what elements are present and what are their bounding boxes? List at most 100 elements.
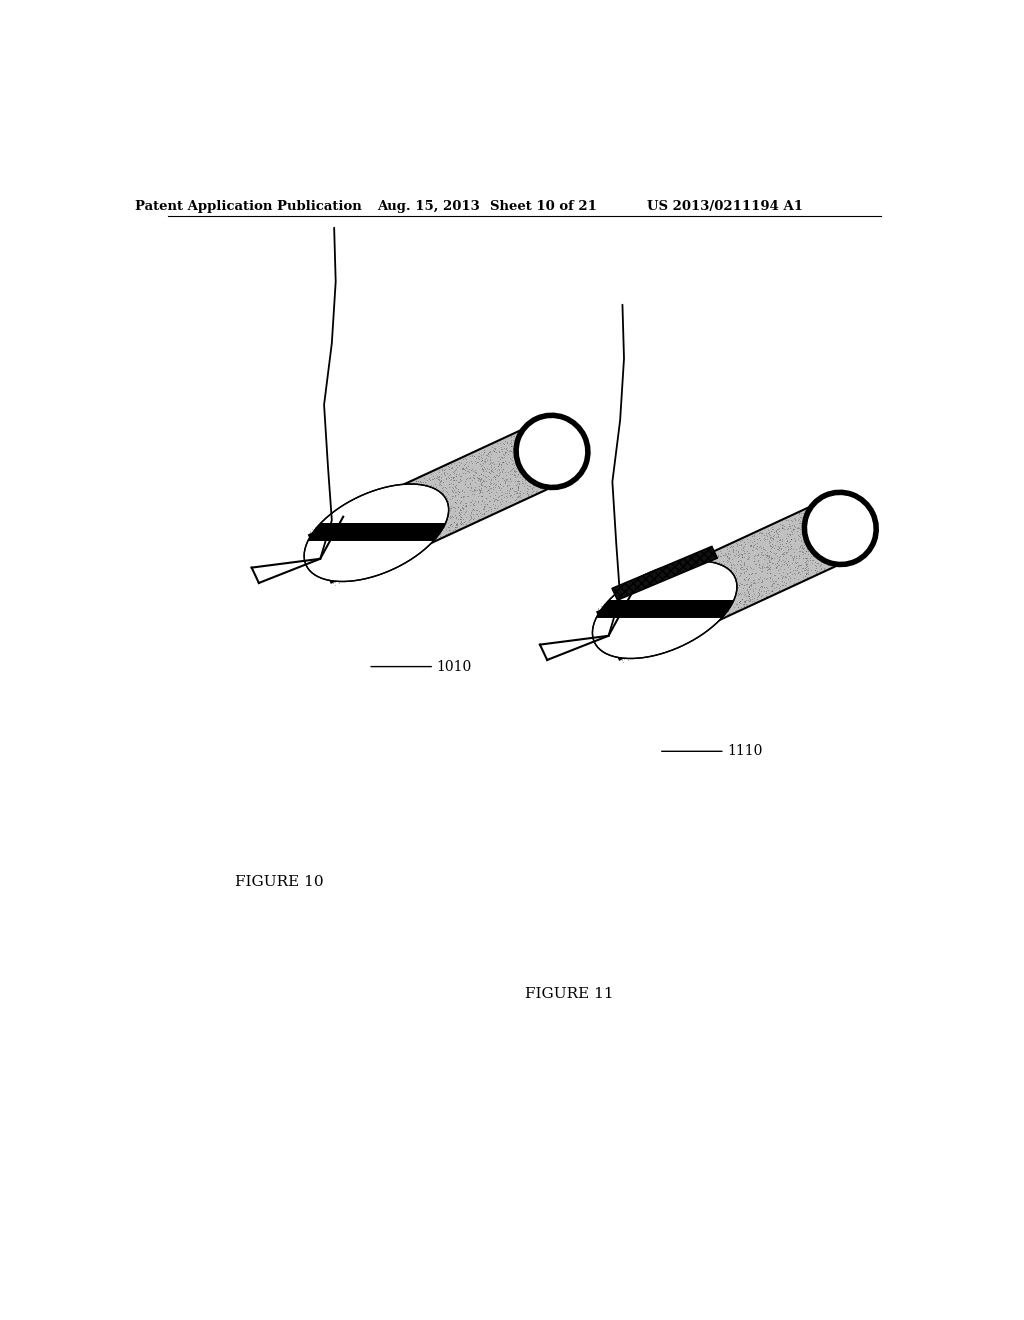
Point [451,496,467,517]
Point [493,437,509,458]
Point [714,581,730,602]
Point [374,516,390,537]
Point [753,561,769,582]
Point [696,546,713,568]
Point [481,475,498,496]
Point [615,620,632,642]
Point [340,543,356,564]
Point [817,546,834,568]
Point [754,570,770,591]
Point [772,513,788,535]
Point [838,546,854,568]
Point [686,603,702,624]
Point [679,569,695,590]
Point [506,462,522,483]
Point [716,573,732,594]
Point [457,474,473,495]
Point [713,562,729,583]
Point [594,605,610,626]
Point [455,508,471,529]
Point [408,523,424,544]
Point [398,512,415,533]
Point [481,478,498,499]
Point [431,524,447,545]
Point [593,603,609,624]
Point [658,630,675,651]
Point [651,568,668,589]
Point [632,586,648,607]
Point [705,577,721,598]
Point [362,540,379,561]
Point [685,597,701,618]
Point [486,488,503,510]
Point [801,528,817,549]
Point [770,517,786,539]
Point [641,577,657,598]
Point [674,607,690,628]
Point [618,595,635,616]
Point [489,470,506,491]
Point [833,546,849,568]
Point [677,558,693,579]
Point [514,463,530,484]
Point [760,523,776,544]
Point [524,434,541,455]
Point [394,490,411,511]
Point [328,513,344,535]
Point [659,612,676,634]
Point [466,479,482,500]
Point [781,570,798,591]
Point [356,535,373,556]
Point [607,618,624,639]
Point [476,451,493,473]
Point [637,624,653,645]
Point [406,479,422,500]
Point [327,544,343,565]
Point [715,581,731,602]
Point [391,490,408,511]
Point [827,541,844,562]
Point [442,458,459,479]
Point [728,560,744,581]
Point [729,597,745,618]
Point [650,585,667,606]
Point [672,598,688,619]
Point [757,529,773,550]
Point [603,616,620,638]
Point [766,537,782,558]
Point [733,546,750,568]
Point [751,583,767,605]
Point [694,564,711,585]
Point [354,498,371,519]
Point [664,586,680,607]
Point [628,624,644,645]
Point [820,549,837,570]
Point [825,543,842,564]
Point [438,519,455,540]
Point [439,491,456,512]
Point [655,573,672,594]
Point [473,506,489,527]
Point [824,525,841,546]
Point [339,546,355,568]
Point [812,556,828,577]
Point [620,622,636,643]
Point [465,498,481,519]
Point [403,519,420,540]
Point [400,491,417,512]
Point [510,490,526,511]
Point [473,494,489,515]
Point [607,591,624,612]
Point [623,594,639,615]
Point [795,548,811,569]
Point [803,540,819,561]
Point [422,470,438,491]
Point [506,455,522,477]
Point [431,467,447,488]
Point [372,546,388,568]
Point [318,519,335,540]
Point [334,566,350,587]
Point [328,533,344,554]
Point [366,496,382,517]
Point [380,517,396,539]
